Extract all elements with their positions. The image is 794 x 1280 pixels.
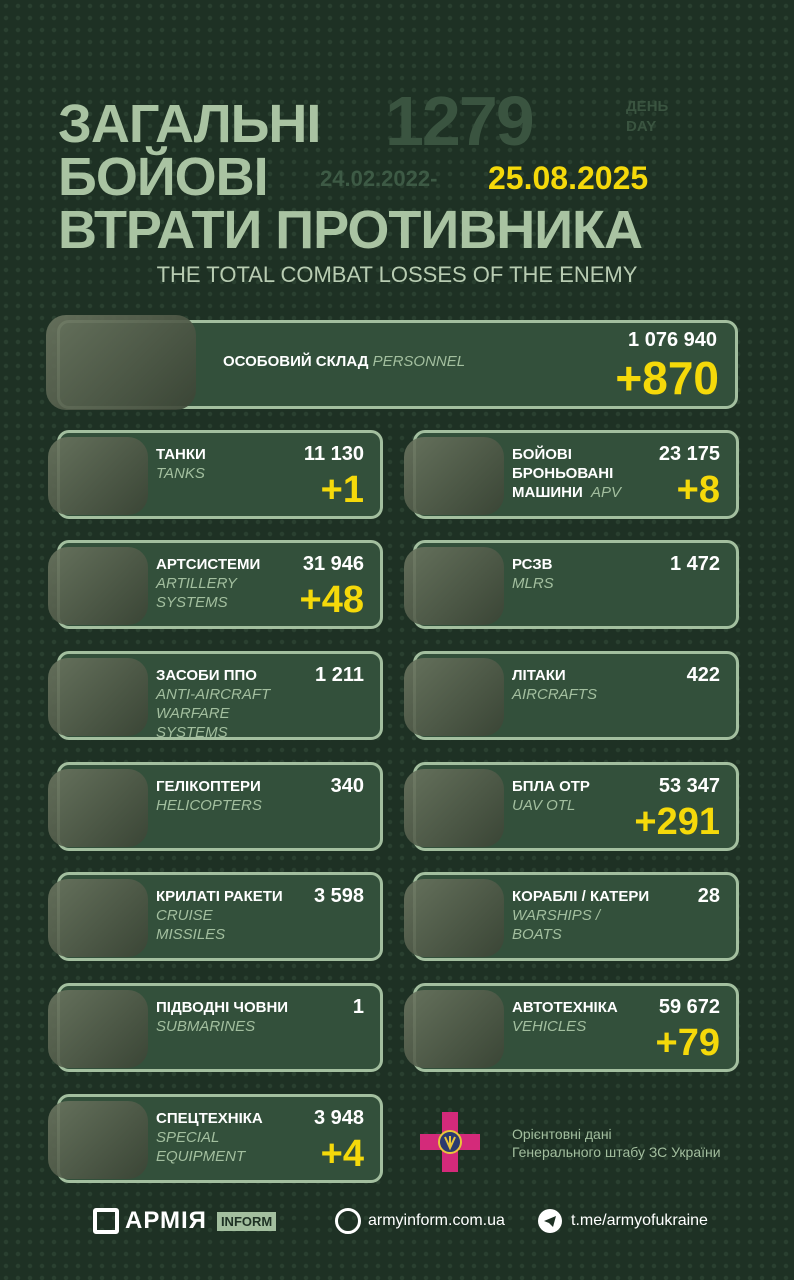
card-ua-label: БОЙОВІ БРОНЬОВАНІ МАШИНИ	[512, 446, 614, 501]
card-ua-label: ТАНКИ	[156, 446, 206, 463]
card-image	[404, 769, 504, 847]
card-total: 23 175	[658, 443, 720, 465]
logo-badge: INFORM	[216, 1211, 277, 1231]
card-en-label: CRUISE MISSILES	[156, 907, 226, 943]
logo-emblem-icon	[93, 1208, 119, 1234]
day-number: 1279	[385, 82, 535, 160]
card-en-label: TANKS	[156, 465, 205, 482]
card-image	[404, 658, 504, 736]
card-total: 1 211	[315, 664, 364, 686]
card-en-label: UAV OTL	[512, 797, 576, 814]
current-date: 25.08.2025	[488, 160, 649, 196]
card-apv: БОЙОВІ БРОНЬОВАНІ МАШИНИ APV 23 175 +8	[404, 430, 739, 519]
card-image	[404, 437, 504, 515]
card-special-equipment: СПЕЦТЕХНІКА SPECIAL EQUIPMENT 3 948 +4	[48, 1094, 383, 1183]
card-ua-label: АВТОТЕХНІКА	[512, 999, 618, 1016]
card-total: 340	[330, 775, 364, 797]
card-cruise-missiles: КРИЛАТІ РАКЕТИ CRUISE MISSILES 3 598	[48, 872, 383, 961]
card-total: 11 130	[303, 443, 364, 465]
title-line-3: ВТРАТИ ПРОТИВНИКА	[58, 200, 643, 260]
card-total: 422	[686, 664, 720, 686]
card-image	[48, 658, 148, 736]
card-ua-label: АРТСИСТЕМИ	[156, 556, 261, 573]
card-uav-otl: БПЛА ОТР UAV OTL 53 347 +291	[404, 762, 739, 851]
card-ua-label: ГЕЛІКОПТЕРИ	[156, 778, 261, 795]
card-ua-label: ПІДВОДНІ ЧОВНИ	[156, 999, 289, 1016]
card-en-label: SPECIAL EQUIPMENT	[156, 1129, 246, 1165]
day-label-ua: ДЕНЬ	[626, 98, 669, 115]
start-date: 24.02.2022-	[320, 166, 438, 191]
subtitle: THE TOTAL COMBAT LOSSES OF THE ENEMY	[156, 262, 638, 287]
card-total: 31 946	[302, 553, 364, 575]
source-line-1: Орієнтовні дані	[512, 1126, 612, 1142]
card-en-label: HELICOPTERS	[156, 797, 262, 814]
card-image	[404, 547, 504, 625]
card-aircrafts: ЛІТАКИ AIRCRAFTS 422	[404, 651, 739, 740]
card-artillery-systems: АРТСИСТЕМИ ARTILLERY SYSTEMS 31 946 +48	[48, 540, 383, 629]
card-increase: +1	[320, 469, 364, 511]
card-total: 28	[697, 885, 720, 907]
card-en-label: ARTILLERY SYSTEMS	[156, 575, 237, 611]
card-ua-label: КОРАБЛІ / КАТЕРИ	[512, 888, 650, 905]
card-image	[48, 547, 148, 625]
source-line-2: Генерального штабу ЗС України	[512, 1144, 721, 1160]
card-en-label: VEHICLES	[512, 1018, 587, 1035]
card-total: 1	[352, 996, 364, 1018]
general-staff-emblem	[420, 1110, 480, 1174]
card-increase: +48	[299, 579, 364, 621]
card-ua-label: БПЛА ОТР	[512, 778, 590, 795]
card-warships-boats: КОРАБЛІ / КАТЕРИ WARSHIPS / BOATS 28	[404, 872, 739, 961]
card-increase: +4	[320, 1133, 364, 1175]
card-submarines: ПІДВОДНІ ЧОВНИ SUBMARINES 1	[48, 983, 383, 1072]
card-image	[48, 1101, 148, 1179]
card-en-label: APV	[591, 484, 622, 501]
card-en-label: SUBMARINES	[156, 1018, 256, 1035]
card-ua-label: СПЕЦТЕХНІКА	[156, 1110, 263, 1127]
card-total: 59 672	[658, 996, 720, 1018]
card-increase: +8	[676, 469, 720, 511]
card-total: 1 472	[669, 553, 720, 575]
card-en-label: ANTI-AIRCRAFT WARFARE SYSTEMS	[156, 686, 271, 741]
globe-icon	[335, 1208, 361, 1234]
card-mlrs: РСЗВ MLRS 1 472	[404, 540, 739, 629]
card-image	[404, 879, 504, 957]
card-image	[48, 990, 148, 1068]
card-vehicles: АВТОТЕХНІКА VEHICLES 59 672 +79	[404, 983, 739, 1072]
card-image	[48, 879, 148, 957]
card-en-label: AIRCRAFTS	[512, 686, 598, 703]
card-helicopters: ГЕЛІКОПТЕРИ HELICOPTERS 340	[48, 762, 383, 851]
card-total: 3 598	[313, 885, 364, 907]
card-ua-label: ЛІТАКИ	[512, 667, 566, 684]
card-personnel: ОСОБОВИЙ СКЛАД PERSONNEL 1 076 940 +870	[46, 315, 738, 410]
title-line-2: БОЙОВІ	[58, 147, 269, 207]
logo-text: АРМІЯ	[125, 1207, 207, 1234]
card-ua-label: РСЗВ	[512, 556, 553, 573]
card-total: 53 347	[658, 775, 720, 797]
title-line-1: ЗАГАЛЬНІ	[58, 94, 321, 154]
card-total: 3 948	[313, 1107, 364, 1129]
card-image	[48, 437, 148, 515]
telegram-icon	[538, 1209, 562, 1233]
card-ua-label: ЗАСОБИ ППО	[156, 667, 257, 684]
card-ua-label: КРИЛАТІ РАКЕТИ	[156, 888, 283, 905]
card-en-label: WARSHIPS / BOATS	[512, 907, 601, 943]
card-image	[48, 769, 148, 847]
card-anti-aircraft-warfare-systems: ЗАСОБИ ППО ANTI-AIRCRAFT WARFARE SYSTEMS…	[48, 651, 383, 741]
website-link[interactable]: armyinform.com.ua	[368, 1212, 505, 1229]
armyinform-logo: АРМІЯ INFORM	[93, 1207, 277, 1235]
day-label-en: DAY	[626, 118, 657, 135]
card-en-label: PERSONNEL	[372, 353, 466, 370]
card-increase: +79	[655, 1022, 720, 1064]
card-increase: +870	[615, 352, 719, 404]
personnel-image	[46, 315, 196, 410]
card-tanks: ТАНКИ TANKS 11 130 +1	[48, 430, 383, 519]
card-en-label: MLRS	[512, 575, 554, 592]
card-total: 1 076 940	[628, 329, 717, 351]
card-ua-label: ОСОБОВИЙ СКЛАД	[223, 353, 369, 370]
card-increase: +291	[634, 801, 720, 843]
telegram-link[interactable]: t.me/armyofukraine	[571, 1212, 708, 1229]
card-image	[404, 990, 504, 1068]
